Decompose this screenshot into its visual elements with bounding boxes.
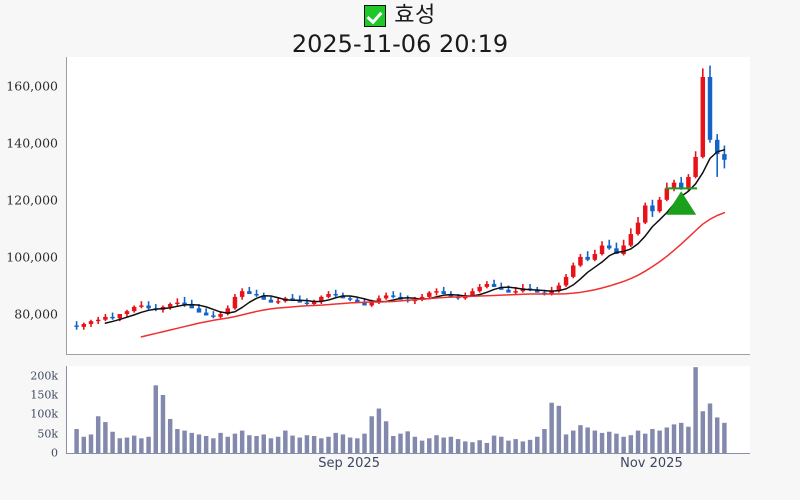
price-axis-tick: 100,000 [6, 249, 58, 265]
volume-axis-tick: 200k [30, 369, 58, 383]
price-plot [74, 65, 727, 338]
price-axis-tick: 120,000 [6, 192, 58, 208]
volume-chart-panel[interactable] [66, 366, 750, 454]
chart-title-row: 효성 [0, 2, 800, 30]
price-axis-tick: 160,000 [6, 78, 58, 94]
volume-axis-tick: 50k [37, 427, 58, 441]
date-axis-tick: Nov 2025 [620, 456, 683, 471]
price-axis-tick: 140,000 [6, 135, 58, 151]
date-axis-tick: Sep 2025 [318, 456, 380, 471]
page-title: 효성 [394, 3, 436, 28]
price-chart-panel[interactable] [66, 57, 750, 355]
volume-axis-tick: 0 [51, 446, 58, 460]
chart-timestamp: 2025-11-06 20:19 [291, 30, 509, 58]
check-mark-button-icon [364, 5, 387, 27]
volume-axis-tick: 100k [30, 407, 58, 421]
volume-plot [74, 367, 727, 453]
volume-axis-tick: 150k [30, 388, 58, 402]
price-axis-tick: 80,000 [14, 306, 58, 322]
